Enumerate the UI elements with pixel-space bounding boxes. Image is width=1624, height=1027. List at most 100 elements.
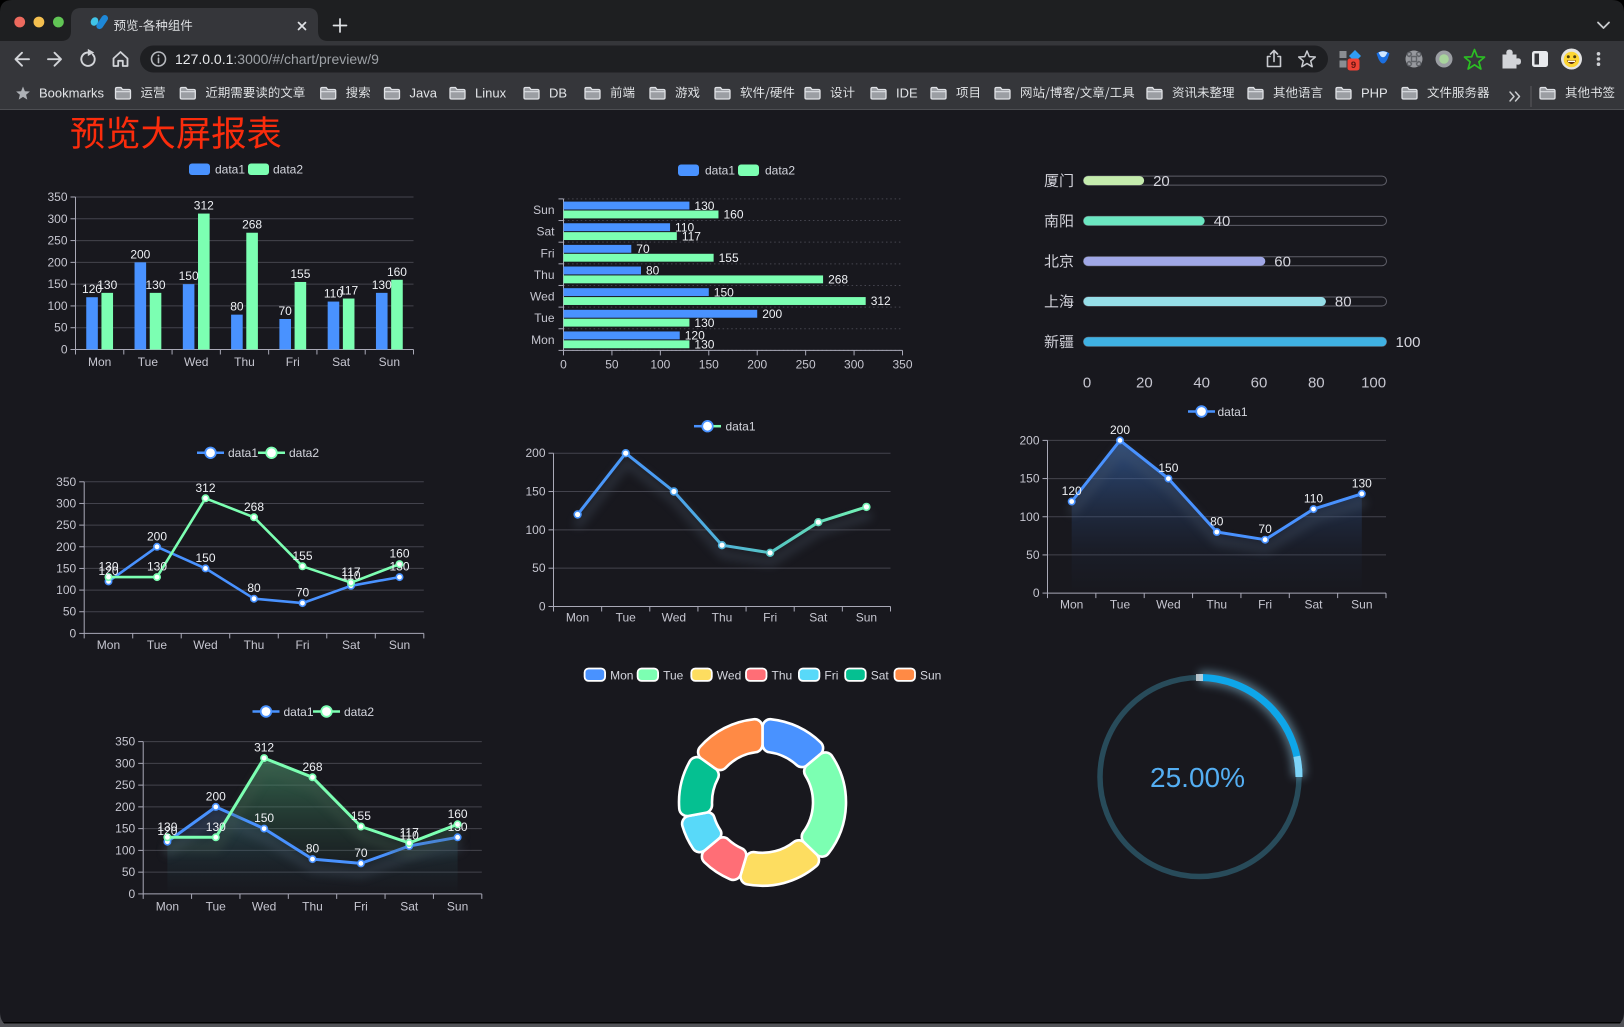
svg-text:100: 100: [1019, 510, 1039, 524]
svg-text:80: 80: [1210, 515, 1224, 529]
svg-text:Wed: Wed: [1156, 598, 1180, 612]
svg-text:Thu: Thu: [772, 668, 793, 682]
svg-text:100: 100: [115, 843, 135, 857]
svg-text:130: 130: [694, 199, 714, 213]
svg-text:Sun: Sun: [1351, 598, 1372, 612]
svg-text:100: 100: [650, 358, 670, 372]
svg-text:80: 80: [230, 300, 244, 314]
svg-text:110: 110: [400, 829, 419, 843]
svg-text:data1: data1: [284, 705, 314, 719]
svg-text:250: 250: [47, 234, 67, 248]
svg-text:PHP: PHP: [1361, 86, 1388, 101]
svg-text:0: 0: [70, 626, 77, 640]
svg-text:Mon: Mon: [156, 900, 179, 914]
svg-text:130: 130: [206, 820, 226, 834]
svg-text:80: 80: [1335, 294, 1352, 311]
svg-text:Wed: Wed: [662, 611, 686, 625]
svg-text:200: 200: [1019, 433, 1039, 447]
svg-text:data2: data2: [765, 164, 795, 178]
svg-text:40: 40: [1193, 375, 1210, 392]
svg-text:150: 150: [254, 811, 274, 825]
svg-text:312: 312: [195, 481, 215, 495]
svg-text:250: 250: [115, 778, 135, 792]
svg-text:200: 200: [130, 247, 150, 261]
svg-text:Tue: Tue: [663, 668, 684, 682]
svg-text:150: 150: [115, 822, 135, 836]
svg-text:130: 130: [98, 560, 118, 574]
svg-text:DB: DB: [549, 86, 567, 101]
svg-text:Thu: Thu: [1206, 598, 1227, 612]
svg-text:Java: Java: [410, 86, 438, 101]
svg-text:150: 150: [195, 551, 215, 565]
svg-text:Wed: Wed: [193, 638, 217, 652]
svg-text:120: 120: [98, 564, 118, 578]
svg-text:160: 160: [723, 208, 743, 222]
svg-text:160: 160: [389, 547, 409, 561]
svg-text:117: 117: [341, 565, 360, 579]
svg-text:0: 0: [61, 343, 68, 357]
svg-text:160: 160: [387, 265, 407, 279]
svg-text:350: 350: [115, 735, 135, 749]
svg-text:Mon: Mon: [1060, 598, 1083, 612]
svg-text:130: 130: [694, 316, 714, 330]
svg-text:200: 200: [525, 446, 545, 460]
svg-text:25.00%: 25.00%: [1150, 762, 1245, 793]
svg-text:Linux: Linux: [475, 86, 507, 101]
svg-text:312: 312: [871, 294, 891, 308]
svg-text:120: 120: [1062, 484, 1082, 498]
svg-text:0: 0: [1033, 586, 1040, 600]
svg-text:data1: data1: [228, 446, 258, 460]
svg-text:312: 312: [194, 199, 214, 213]
svg-text:268: 268: [828, 273, 848, 287]
svg-text:Sun: Sun: [920, 668, 941, 682]
svg-text:70: 70: [279, 304, 293, 318]
svg-text:IDE: IDE: [896, 86, 918, 101]
svg-text:100: 100: [1361, 375, 1386, 392]
svg-text:312: 312: [254, 741, 274, 755]
svg-text:50: 50: [54, 321, 68, 335]
svg-text:200: 200: [206, 789, 226, 803]
svg-text:80: 80: [247, 581, 261, 595]
svg-text:70: 70: [1258, 522, 1272, 536]
svg-text:100: 100: [525, 523, 545, 537]
svg-text:110: 110: [324, 287, 343, 301]
svg-text:150: 150: [179, 269, 199, 283]
svg-text:300: 300: [115, 756, 135, 770]
svg-text:70: 70: [636, 242, 650, 256]
svg-text:Sat: Sat: [342, 638, 361, 652]
svg-text:130: 130: [448, 820, 468, 834]
svg-text:data2: data2: [344, 705, 374, 719]
svg-text:150: 150: [47, 277, 67, 291]
svg-text:Tue: Tue: [534, 311, 555, 325]
svg-text:130: 130: [372, 278, 392, 292]
svg-text:130: 130: [694, 338, 714, 352]
svg-text:data1: data1: [215, 163, 245, 177]
svg-text:Tue: Tue: [206, 900, 227, 914]
svg-text:Thu: Thu: [302, 900, 323, 914]
svg-text:150: 150: [56, 561, 76, 575]
svg-text:Bookmarks: Bookmarks: [39, 86, 105, 101]
svg-text:250: 250: [796, 358, 816, 372]
svg-text:150: 150: [1019, 472, 1039, 486]
svg-text:Thu: Thu: [234, 355, 255, 369]
svg-text:350: 350: [47, 190, 67, 204]
svg-text:160: 160: [448, 807, 468, 821]
svg-text:Thu: Thu: [244, 638, 265, 652]
svg-text:Sun: Sun: [856, 611, 877, 625]
svg-text:Tue: Tue: [147, 638, 168, 652]
svg-text:117: 117: [339, 284, 358, 298]
svg-text:Tue: Tue: [138, 355, 159, 369]
svg-text:200: 200: [47, 255, 67, 269]
svg-text:60: 60: [1251, 375, 1268, 392]
svg-text:200: 200: [147, 529, 167, 543]
svg-text:130: 130: [146, 278, 166, 292]
svg-text:Mon: Mon: [88, 355, 111, 369]
svg-text:150: 150: [525, 485, 545, 499]
svg-text:data1: data1: [705, 164, 735, 178]
svg-text:200: 200: [56, 540, 76, 554]
svg-text:Mon: Mon: [610, 668, 633, 682]
svg-text:0: 0: [539, 600, 546, 614]
svg-text:268: 268: [242, 218, 262, 232]
svg-text:80: 80: [1308, 375, 1325, 392]
svg-text:Sun: Sun: [533, 203, 554, 217]
